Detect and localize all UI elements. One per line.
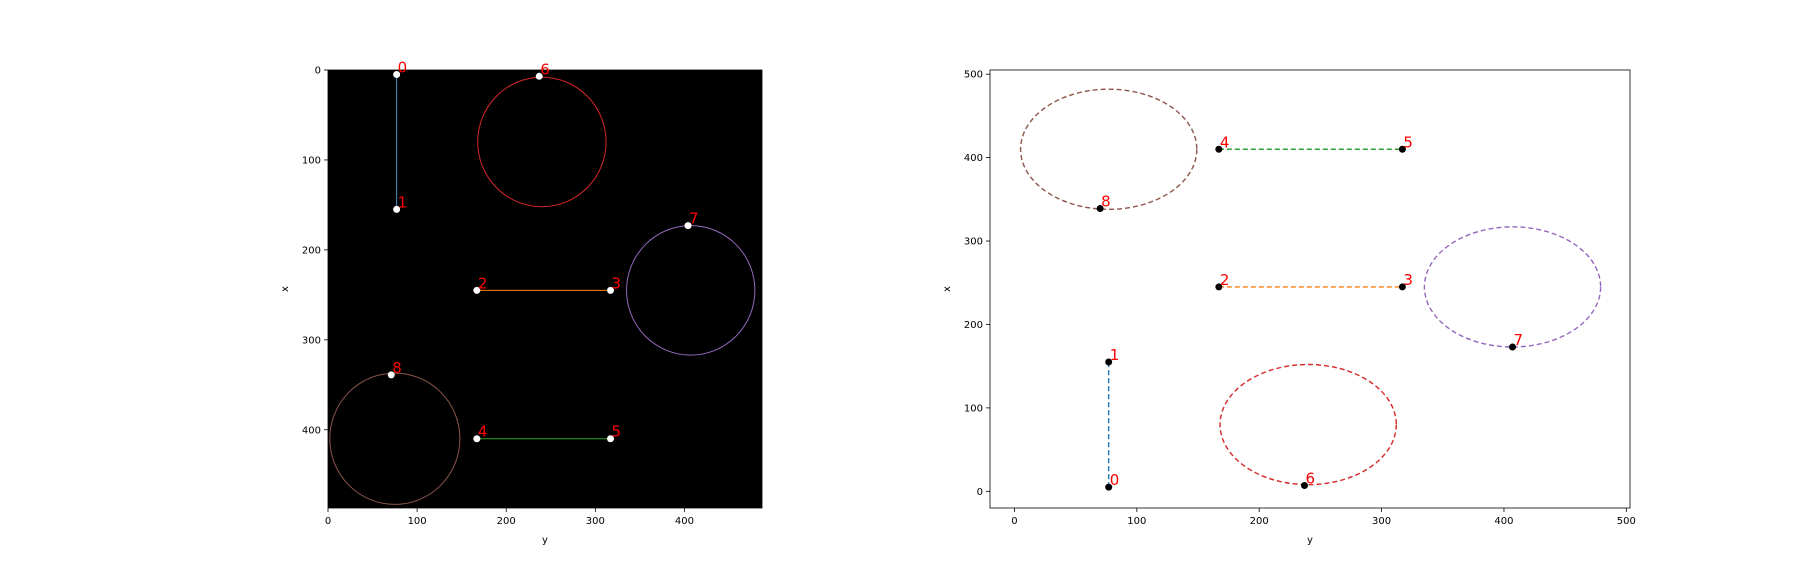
data-point [1215, 283, 1223, 291]
y-tick-label: 300 [964, 237, 983, 248]
y-axis-label: x [280, 286, 291, 292]
data-point [1105, 483, 1113, 491]
circle-outline [1019, 88, 1198, 211]
data-point [387, 371, 395, 379]
point-label: 7 [1514, 331, 1524, 349]
data-point [1105, 358, 1113, 366]
point-label: 1 [398, 193, 408, 211]
y-tick-label: 400 [302, 425, 321, 436]
data-point [607, 286, 615, 294]
x-axis-label: y [1307, 535, 1313, 546]
image-panel: 0 1 2 3 4 5 6 7 8 0 100 200 300 400 0 100 200 300 400 y x [280, 58, 763, 546]
point-label: 5 [612, 423, 622, 441]
data-point [1398, 145, 1406, 153]
data-point [1398, 283, 1406, 291]
data-point [393, 70, 401, 78]
x-tick-label: 100 [1127, 516, 1146, 527]
plot-content [1019, 88, 1602, 488]
point-label: 7 [689, 210, 699, 228]
point-label: 6 [1305, 469, 1315, 487]
point-label: 1 [1110, 346, 1120, 364]
point-label: 3 [612, 274, 622, 292]
data-point [535, 72, 543, 80]
circle-outline [1219, 363, 1397, 486]
y-tick-label: 300 [302, 335, 321, 346]
data-point [1300, 481, 1308, 489]
point-label: 2 [478, 274, 488, 292]
point-label: 3 [1403, 271, 1413, 289]
x-tick-label: 200 [1250, 516, 1269, 527]
x-tick-label: 0 [1011, 516, 1017, 527]
circle-outline [1423, 226, 1602, 348]
plot-area [327, 69, 763, 509]
y-axis-label: x [942, 286, 953, 292]
x-tick-label: 400 [675, 516, 694, 527]
data-point [473, 435, 481, 443]
point-label: 4 [478, 423, 488, 441]
point-label: 4 [1220, 133, 1230, 151]
circle-outline [329, 372, 461, 505]
data-point [1096, 204, 1104, 212]
data-point [473, 286, 481, 294]
plot-panel: 0 1 2 3 4 5 6 7 8 0 100 200 300 400 500 0 100 200 300 400 50… [942, 69, 1636, 546]
y-tick-label: 500 [964, 70, 983, 81]
data-point [1215, 145, 1223, 153]
x-axis-label: y [542, 535, 548, 546]
point-label: 0 [1110, 471, 1120, 489]
x-tick-label: 400 [1494, 516, 1513, 527]
point-label: 6 [540, 60, 550, 78]
x-tick-label: 100 [408, 516, 427, 527]
x-tick-label: 0 [325, 516, 331, 527]
point-label: 0 [398, 58, 408, 76]
x-tick-label: 300 [586, 516, 605, 527]
point-label: 2 [1220, 271, 1230, 289]
y-tick-label: 100 [302, 155, 321, 166]
y-tick-label: 0 [977, 487, 983, 498]
data-point [684, 222, 692, 230]
y-tick-label: 0 [315, 66, 321, 77]
x-tick-label: 500 [1617, 516, 1636, 527]
data-point [607, 435, 615, 443]
point-label: 5 [1403, 133, 1413, 151]
point-label: 8 [1101, 192, 1111, 210]
x-tick-label: 300 [1372, 516, 1391, 527]
y-tick-label: 200 [964, 320, 983, 331]
data-point [393, 205, 401, 213]
y-tick-label: 100 [964, 403, 983, 414]
y-tick-label: 400 [964, 153, 983, 164]
y-tick-label: 200 [302, 245, 321, 256]
plot-area [989, 69, 1631, 509]
x-tick-label: 200 [497, 516, 516, 527]
point-label: 8 [392, 359, 402, 377]
data-point [1509, 343, 1517, 351]
